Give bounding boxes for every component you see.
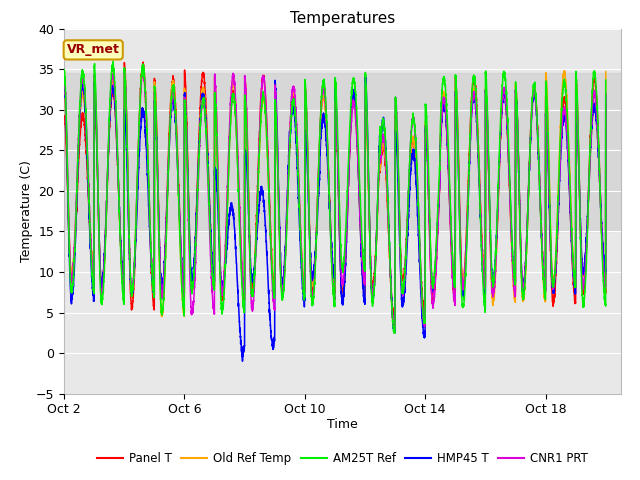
HMP45 T — [465, 191, 472, 196]
Old Ref Temp — [60, 91, 68, 96]
HMP45 T — [362, 72, 369, 77]
Panel T — [268, 241, 275, 247]
Old Ref Temp — [465, 180, 472, 185]
Panel T — [506, 181, 513, 187]
HMP45 T — [159, 283, 166, 289]
AM25T Ref — [385, 233, 393, 239]
Panel T — [465, 174, 472, 180]
HMP45 T — [385, 232, 393, 238]
CNR1 PRT — [385, 240, 393, 245]
Line: AM25T Ref: AM25T Ref — [64, 61, 605, 333]
Line: Panel T: Panel T — [64, 62, 605, 322]
HMP45 T — [602, 93, 609, 98]
Legend: Panel T, Old Ref Temp, AM25T Ref, HMP45 T, CNR1 PRT: Panel T, Old Ref Temp, AM25T Ref, HMP45 … — [92, 447, 593, 469]
CNR1 PRT — [413, 157, 420, 163]
CNR1 PRT — [60, 74, 68, 80]
Panel T — [159, 288, 166, 294]
CNR1 PRT — [268, 256, 275, 262]
Panel T — [385, 236, 393, 241]
HMP45 T — [268, 333, 275, 339]
Text: VR_met: VR_met — [67, 43, 120, 56]
Panel T — [413, 169, 420, 175]
Panel T — [390, 319, 397, 324]
Title: Temperatures: Temperatures — [290, 11, 395, 26]
AM25T Ref — [391, 330, 399, 336]
HMP45 T — [506, 178, 513, 184]
Old Ref Temp — [159, 312, 166, 317]
Old Ref Temp — [602, 69, 609, 74]
Old Ref Temp — [268, 247, 275, 252]
Old Ref Temp — [390, 327, 398, 333]
Old Ref Temp — [140, 66, 147, 72]
CNR1 PRT — [390, 325, 398, 331]
HMP45 T — [239, 358, 246, 364]
Bar — [64, 73, 621, 231]
Line: CNR1 PRT: CNR1 PRT — [64, 69, 605, 328]
AM25T Ref — [60, 67, 68, 72]
CNR1 PRT — [602, 90, 609, 96]
AM25T Ref — [465, 187, 472, 192]
Old Ref Temp — [385, 239, 393, 245]
CNR1 PRT — [139, 66, 147, 72]
Panel T — [602, 101, 609, 107]
Panel T — [60, 113, 68, 119]
AM25T Ref — [506, 170, 513, 176]
Line: HMP45 T: HMP45 T — [64, 74, 605, 361]
Y-axis label: Temperature (C): Temperature (C) — [20, 160, 33, 262]
AM25T Ref — [159, 309, 166, 315]
CNR1 PRT — [465, 184, 472, 190]
Old Ref Temp — [413, 175, 420, 180]
AM25T Ref — [602, 77, 609, 83]
AM25T Ref — [413, 155, 420, 160]
X-axis label: Time: Time — [327, 418, 358, 431]
HMP45 T — [60, 81, 68, 87]
AM25T Ref — [109, 59, 117, 64]
AM25T Ref — [268, 248, 275, 253]
CNR1 PRT — [159, 292, 166, 298]
Line: Old Ref Temp: Old Ref Temp — [64, 69, 605, 330]
Old Ref Temp — [506, 190, 513, 195]
CNR1 PRT — [506, 186, 513, 192]
HMP45 T — [413, 183, 420, 189]
Panel T — [140, 59, 147, 65]
